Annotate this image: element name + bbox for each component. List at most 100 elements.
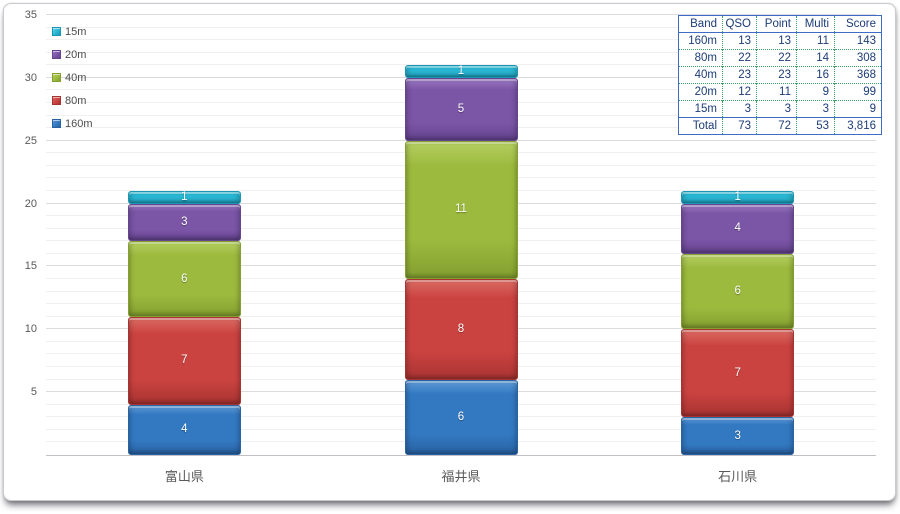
- table-cell: 22: [722, 49, 757, 67]
- bar-segment-value: 1: [181, 190, 188, 203]
- stacked-bar: 4 7 6 3 1: [127, 190, 241, 455]
- table-row: 15m 3 3 3 9: [678, 100, 882, 118]
- bar-segment: 1: [404, 65, 518, 78]
- bar-segment-value: 5: [457, 102, 465, 115]
- legend-item: 80m: [52, 94, 93, 107]
- table-cell: 15m: [678, 100, 723, 118]
- plot-area: 5 10 15 20 25 30 35 4 7 6 3 1 富山県 6 8 11 5 1 福井県 3 7 6 4 1 石川県: [25, 9, 876, 484]
- table-cell: 53: [796, 117, 835, 135]
- x-axis-category-label: 福井県: [441, 469, 481, 484]
- legend-item: 20m: [52, 48, 93, 61]
- table-cell: 16: [796, 66, 835, 84]
- legend-swatch-icon: [52, 73, 61, 82]
- table-cell: Total: [678, 117, 723, 135]
- bar-segment: 11: [404, 140, 518, 280]
- legend-item-label: 80m: [65, 94, 87, 107]
- table-cell: 9: [796, 83, 835, 101]
- y-axis-tick-label: 10: [24, 323, 37, 336]
- table-header-cell: Band: [678, 15, 723, 33]
- table-cell: 80m: [678, 49, 723, 67]
- y-axis-tick-label: 15: [24, 260, 37, 273]
- table-cell: 11: [796, 32, 835, 50]
- table-cell: 12: [722, 83, 757, 101]
- summary-table: Band QSO Point Multi Score 160m 13 13 11 143 80m 22…: [678, 15, 882, 135]
- bar-segment: 4: [127, 404, 241, 455]
- table-cell: 14: [796, 49, 835, 67]
- table-header-cell: QSO: [722, 15, 757, 33]
- table-cell: 73: [722, 117, 757, 135]
- table-cell: 3: [796, 100, 835, 118]
- table-cell: 20m: [678, 83, 723, 101]
- table-cell: 99: [834, 83, 882, 101]
- chart-legend: 15m 20m 40m 80m 160m: [52, 26, 93, 141]
- gridline: [46, 26, 876, 28]
- bar-segment-value: 7: [181, 354, 188, 367]
- gridline: [46, 14, 876, 15]
- table-cell: 72: [756, 117, 797, 135]
- table-cell: 23: [722, 66, 757, 84]
- bar-segment-value: 6: [457, 410, 465, 423]
- legend-swatch-icon: [52, 119, 61, 128]
- table-header-cell: Point: [756, 15, 797, 33]
- table-header-cell: Multi: [796, 15, 835, 33]
- legend-swatch-icon: [52, 96, 61, 105]
- bar-segment: 1: [127, 190, 241, 204]
- chart-panel: 5 10 15 20 25 30 35 4 7 6 3 1 富山県 6 8 11 5 1 福井県 3 7 6 4 1 石川県 1…: [3, 3, 896, 501]
- legend-item-label: 15m: [65, 25, 87, 38]
- table-cell: 23: [756, 66, 797, 84]
- table-cell: 3: [756, 100, 797, 118]
- bar-segment-value: 4: [181, 423, 188, 436]
- gridline: [46, 39, 876, 41]
- table-cell: 160m: [688, 35, 717, 47]
- table-cell: 3,816: [834, 117, 882, 135]
- legend-item-label: 20m: [65, 48, 87, 61]
- table-cell: 13: [756, 32, 797, 50]
- bar-segment-value: 1: [734, 190, 741, 203]
- legend-item-label: 40m: [65, 71, 87, 84]
- bar-segment: 5: [404, 77, 518, 141]
- gridline: [46, 64, 876, 66]
- table-total-row: Total 73 72 53 3,816: [678, 117, 882, 135]
- bar-segment-value: 11: [455, 203, 467, 216]
- gridline: [46, 51, 876, 53]
- table-cell: 40m: [678, 66, 723, 84]
- legend-item: 160m: [52, 118, 93, 130]
- table-cell: 22: [756, 49, 797, 67]
- bar-segment-value: 4: [734, 222, 741, 235]
- y-axis-tick-label: 30: [24, 71, 37, 84]
- bar-segment: 6: [681, 253, 795, 330]
- table-cell: 143: [834, 32, 882, 50]
- y-axis-tick-label: 20: [24, 197, 37, 210]
- bar-segment: 6: [404, 379, 518, 455]
- table-cell: 9: [834, 100, 882, 118]
- x-axis-category-label: 富山県: [164, 469, 204, 484]
- bar-segment: 3: [127, 203, 241, 242]
- bar-segment-value: 6: [734, 285, 741, 298]
- table-cell: 368: [834, 66, 882, 84]
- stacked-bar: 6 8 11 5 1: [404, 65, 518, 455]
- table-row: 160m 13 13 11 143: [679, 32, 882, 50]
- table-cell: 308: [834, 49, 882, 67]
- bar-segment: 7: [127, 316, 241, 405]
- bar-segment: 4: [681, 203, 795, 254]
- bar-segment: 1: [681, 190, 795, 204]
- bar-segment-value: 6: [181, 272, 188, 285]
- bar-segment: 6: [127, 241, 241, 317]
- legend-item: 40m: [52, 71, 93, 84]
- bar-segment: 8: [404, 279, 518, 380]
- table-row: 80m 22 22 14 308: [678, 49, 882, 67]
- legend-item: 15m: [52, 25, 93, 38]
- table-cell: 11: [756, 83, 797, 101]
- bar-segment-value: 3: [734, 429, 741, 442]
- y-axis-tick-label: 5: [30, 386, 37, 399]
- table-cell: 13: [722, 32, 757, 50]
- table-cell: 3: [722, 100, 757, 118]
- table-row: 20m 12 11 9 99: [678, 83, 882, 101]
- table-header-row: Band QSO Point Multi Score: [678, 15, 882, 33]
- bar-segment-value: 7: [734, 366, 741, 379]
- bar-segment: 7: [681, 329, 795, 418]
- x-axis-category-label: 石川県: [718, 469, 758, 484]
- legend-swatch-icon: [52, 27, 61, 36]
- bar-segment: 3: [681, 417, 795, 455]
- table-header-cell: Score: [834, 15, 882, 33]
